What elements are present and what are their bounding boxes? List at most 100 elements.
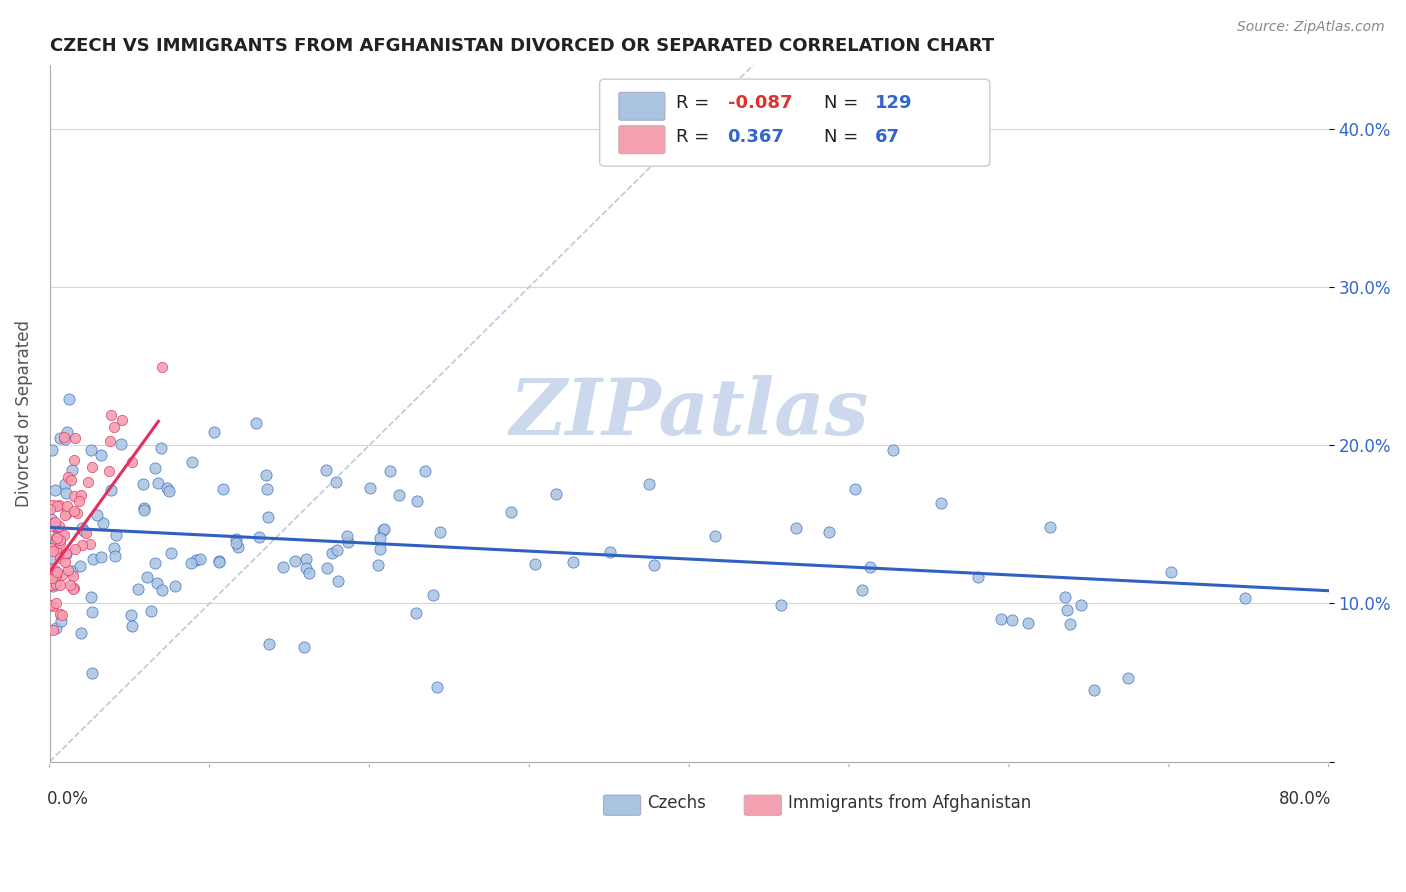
Point [100, 483, 122, 497]
Point [156, 481, 179, 495]
Point [63, 431, 86, 445]
Text: N =: N = [824, 95, 863, 112]
Point [41, 443, 63, 458]
Point [53, 429, 76, 443]
Point [82, 605, 104, 619]
Point [146, 576, 169, 591]
Point [42, 599, 65, 614]
Point [44, 563, 66, 577]
Point [1083, 683, 1105, 698]
Point [139, 604, 162, 618]
Point [70, 538, 93, 552]
Point [55, 506, 77, 520]
Point [91, 516, 114, 530]
Point [429, 524, 451, 539]
Point [46, 499, 69, 513]
Text: CZECH VS IMMIGRANTS FROM AFGHANISTAN DIVORCED OR SEPARATED CORRELATION CHART: CZECH VS IMMIGRANTS FROM AFGHANISTAN DIV… [49, 37, 994, 55]
Point [75, 525, 97, 540]
Point [77, 475, 100, 490]
Point [49, 607, 72, 622]
Point [150, 582, 173, 597]
Point [56, 425, 79, 439]
Point [1053, 591, 1076, 605]
Point [378, 464, 401, 478]
Point [1001, 613, 1024, 627]
Y-axis label: Divorced or Separated: Divorced or Separated [15, 320, 32, 507]
Point [208, 555, 231, 569]
Point [51, 614, 73, 628]
Point [225, 536, 247, 550]
Point [72, 524, 94, 538]
Point [44, 483, 66, 497]
Point [637, 477, 659, 491]
Point [80, 460, 103, 475]
Point [63, 489, 86, 503]
Point [90, 550, 112, 565]
Point [55, 546, 77, 560]
Point [70, 626, 93, 640]
Point [882, 443, 904, 458]
Point [150, 360, 173, 375]
Point [190, 552, 212, 566]
Point [41, 498, 63, 512]
Point [544, 486, 567, 500]
Point [136, 570, 159, 584]
Text: R =: R = [676, 95, 716, 112]
Point [770, 598, 793, 612]
Point [39, 512, 62, 526]
Point [818, 524, 841, 539]
Point [66, 506, 89, 520]
Point [180, 455, 202, 469]
Point [45, 573, 67, 587]
Point [49, 535, 72, 549]
Point [46, 566, 69, 580]
Point [80, 591, 103, 605]
Point [523, 558, 546, 572]
Point [62, 569, 84, 583]
Point [39, 562, 62, 576]
Point [49, 551, 72, 566]
Point [422, 588, 444, 602]
Point [63, 452, 86, 467]
FancyBboxPatch shape [744, 795, 782, 815]
Point [55, 547, 77, 561]
Text: Source: ZipAtlas.com: Source: ZipAtlas.com [1237, 20, 1385, 34]
Point [256, 483, 278, 497]
Point [121, 619, 143, 633]
Point [100, 408, 122, 422]
Text: N =: N = [824, 128, 863, 146]
Point [643, 558, 665, 572]
Text: 129: 129 [875, 95, 912, 112]
Point [1234, 591, 1257, 606]
Point [41, 571, 63, 585]
Point [157, 484, 180, 499]
Point [1160, 565, 1182, 579]
Point [39, 501, 62, 516]
Point [368, 542, 391, 557]
Point [63, 504, 86, 518]
Point [405, 606, 427, 620]
Point [859, 560, 882, 574]
Point [132, 477, 155, 491]
Text: -0.087: -0.087 [727, 95, 792, 112]
Point [160, 546, 183, 560]
Point [359, 481, 381, 495]
Point [373, 523, 395, 537]
Point [45, 534, 67, 549]
Point [45, 530, 67, 544]
Point [45, 541, 67, 556]
Point [703, 529, 725, 543]
Point [67, 493, 90, 508]
Point [42, 623, 65, 637]
Point [336, 529, 359, 543]
Point [86, 508, 108, 523]
Point [225, 533, 247, 547]
Point [326, 574, 349, 588]
Text: 0.367: 0.367 [727, 128, 785, 146]
Point [562, 555, 585, 569]
Point [180, 556, 202, 570]
Point [80, 665, 103, 680]
Point [58, 563, 80, 577]
Point [143, 460, 166, 475]
Point [39, 541, 62, 556]
